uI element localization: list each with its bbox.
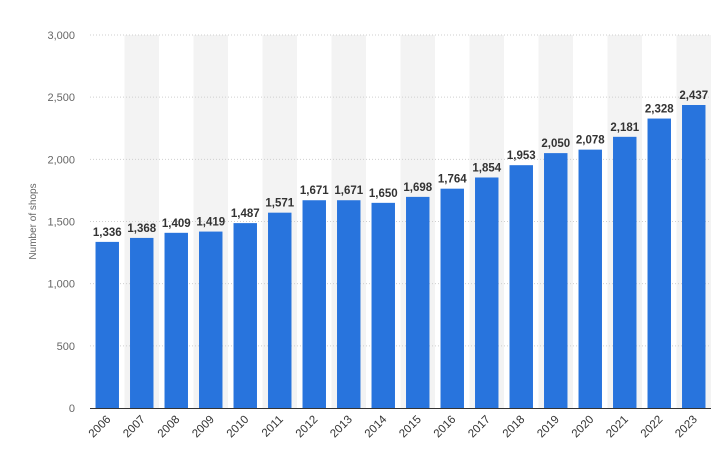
data-label: 1,409: [162, 218, 191, 230]
bar[interactable]: [95, 241, 119, 408]
y-tick-label: 1,000: [47, 279, 75, 291]
data-label: 1,671: [334, 185, 363, 197]
data-label: 1,368: [127, 223, 156, 235]
bar[interactable]: [268, 212, 292, 408]
bar[interactable]: [130, 237, 154, 408]
y-tick-label: 0: [69, 403, 75, 415]
x-tick-label: 2017: [466, 414, 493, 441]
data-labels: 1,336 1,368 1,409 1,419 1,487 1,571 1,671 1,671…: [93, 90, 708, 239]
x-tick-label: 2013: [328, 414, 355, 441]
bar[interactable]: [406, 196, 430, 408]
x-tick-label: 2008: [156, 414, 183, 441]
bar[interactable]: [337, 200, 361, 408]
x-tick-label: 2007: [121, 414, 148, 441]
data-label: 2,078: [576, 135, 605, 147]
data-label: 2,328: [645, 104, 674, 116]
bar[interactable]: [233, 223, 257, 408]
data-label: 1,698: [403, 182, 432, 194]
bar[interactable]: [475, 177, 499, 408]
y-tick-label: 3,000: [47, 30, 75, 42]
data-label: 1,854: [472, 162, 501, 174]
x-tick-label: 2014: [363, 413, 390, 440]
bar[interactable]: [371, 202, 395, 408]
y-tick-label: 2,000: [47, 154, 75, 166]
data-label: 1,671: [300, 185, 329, 197]
x-tick-label: 2018: [501, 414, 528, 441]
bar[interactable]: [578, 149, 602, 409]
bar[interactable]: [199, 231, 223, 408]
data-label: 2,050: [541, 138, 570, 150]
x-tick-label: 2016: [432, 414, 459, 441]
x-tick-label: 2022: [639, 414, 666, 441]
bar[interactable]: [509, 165, 533, 408]
y-tick-label: 1,500: [47, 217, 75, 229]
bar[interactable]: [613, 136, 637, 409]
y-tick-label: 500: [57, 341, 75, 353]
data-label: 1,650: [369, 188, 398, 200]
bar[interactable]: [647, 118, 671, 408]
data-label: 1,571: [265, 198, 294, 210]
data-label: 1,487: [231, 208, 260, 220]
y-axis-title: Number of shops: [28, 183, 39, 259]
bar[interactable]: [302, 200, 326, 408]
data-label: 1,419: [196, 217, 225, 229]
x-tick-label: 2023: [673, 414, 700, 441]
bar[interactable]: [164, 232, 188, 408]
y-axis-ticks: 0 500 1,000 1,500 2,000 2,500 3,000: [47, 30, 75, 415]
bar[interactable]: [544, 153, 568, 408]
x-tick-label: 2009: [190, 414, 217, 441]
x-tick-label: 2010: [225, 414, 252, 441]
data-label: 2,437: [679, 90, 708, 102]
x-tick-label: 2011: [260, 414, 286, 440]
data-label: 2,181: [610, 122, 639, 134]
x-axis-ticks: 2006 2007 2008 2009 2010 2011 2012 2013 2014 2015…: [87, 413, 700, 440]
x-tick-label: 2012: [294, 414, 321, 441]
x-tick-label: 2021: [604, 414, 631, 441]
data-label: 1,953: [507, 150, 536, 162]
x-tick-label: 2020: [570, 414, 597, 441]
x-tick-label: 2019: [535, 414, 562, 441]
bar[interactable]: [682, 104, 706, 408]
bar[interactable]: [440, 188, 464, 408]
data-label: 1,764: [438, 174, 467, 186]
y-tick-label: 2,500: [47, 92, 75, 104]
x-tick-label: 2006: [87, 414, 114, 441]
data-label: 1,336: [93, 227, 122, 239]
x-tick-label: 2015: [397, 414, 424, 441]
bars: [95, 104, 706, 409]
